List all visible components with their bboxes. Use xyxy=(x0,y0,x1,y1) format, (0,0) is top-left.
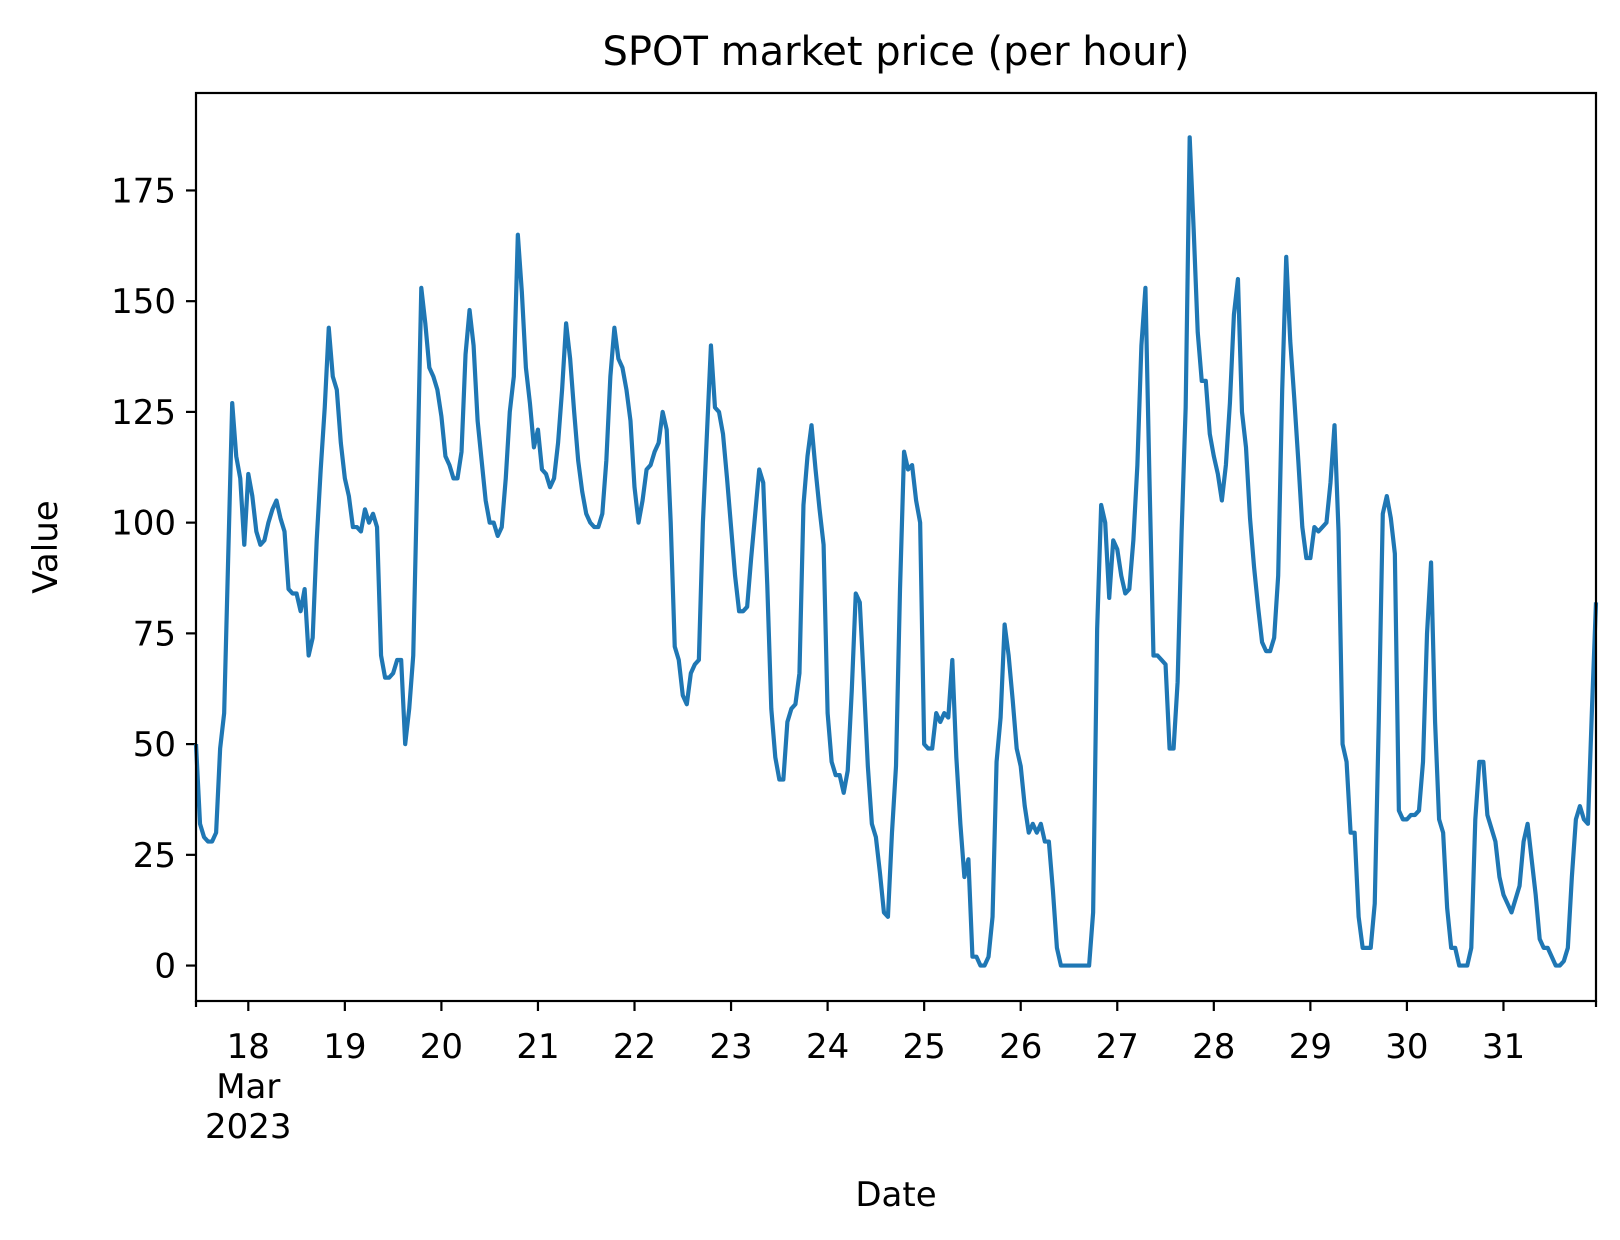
x-tick-label: 29 xyxy=(1289,1027,1332,1067)
y-tick-label: 75 xyxy=(133,614,176,654)
x-tick-sublabel: 2023 xyxy=(205,1107,292,1147)
x-tick-label: 22 xyxy=(613,1027,656,1067)
y-tick-label: 175 xyxy=(111,171,176,211)
y-tick-label: 0 xyxy=(154,947,176,987)
x-tick-sublabel: Mar xyxy=(216,1067,280,1107)
x-tick-label: 27 xyxy=(1096,1027,1139,1067)
y-tick-label: 25 xyxy=(133,836,176,876)
y-axis-label: Value xyxy=(26,500,66,593)
x-tick-label: 21 xyxy=(516,1027,559,1067)
x-axis-label: Date xyxy=(855,1175,936,1215)
y-tick-label: 150 xyxy=(111,282,176,322)
x-tick-label: 31 xyxy=(1482,1027,1525,1067)
x-tick-label: 24 xyxy=(806,1027,849,1067)
y-axis: 0 25 50 75 100 125 150 175 xyxy=(111,171,196,987)
chart-title: SPOT market price (per hour) xyxy=(602,29,1189,75)
series-line xyxy=(193,135,1599,968)
x-tick-label: 25 xyxy=(903,1027,946,1067)
y-tick-label: 100 xyxy=(111,504,176,544)
y-tick-label: 50 xyxy=(133,725,176,765)
x-tick-label: 30 xyxy=(1385,1027,1428,1067)
x-tick-label: 28 xyxy=(1192,1027,1235,1067)
x-tick-label: 20 xyxy=(420,1027,463,1067)
x-tick-label: 19 xyxy=(323,1027,366,1067)
x-tick-label: 23 xyxy=(709,1027,752,1067)
y-tick-label: 125 xyxy=(111,393,176,433)
x-tick-label: 18 xyxy=(227,1027,270,1067)
plot-frame xyxy=(194,91,1598,1003)
x-tick-label: 26 xyxy=(999,1027,1042,1067)
